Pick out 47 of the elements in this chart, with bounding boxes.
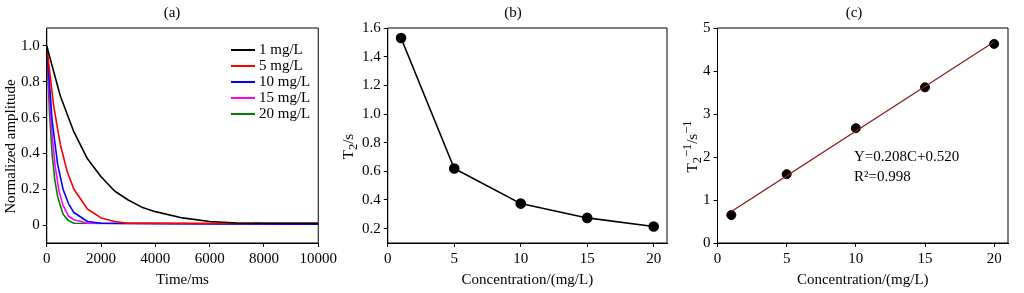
annotation: Y=0.208C+0.520 [854, 148, 960, 165]
y-tick-label: 0.4 [21, 144, 41, 161]
legend-label: 1 mg/L [259, 40, 303, 57]
y-tick-label: 0 [32, 216, 40, 233]
legend-label: 10 mg/L [259, 72, 311, 89]
y-tick-label: 2 [703, 147, 711, 164]
chart-title: (b) [504, 3, 522, 21]
x-tick-label: 6000 [194, 249, 225, 266]
y-tick-label: 1.2 [362, 76, 381, 93]
x-axis-title: Concentration/(mg/L) [461, 270, 594, 288]
legend-label: 5 mg/L [259, 56, 303, 73]
y-axis-title: Normalized amplitude [1, 79, 19, 214]
x-tick-label: 10 [848, 249, 864, 266]
x-tick-label: 10000 [299, 249, 337, 266]
x-tick-label: 10 [513, 249, 529, 266]
y-tick-label: 0.6 [21, 108, 41, 125]
annotation: R²=0.998 [854, 168, 911, 185]
y-tick-label: 1.0 [21, 36, 40, 53]
chart-title: (c) [845, 3, 863, 21]
legend-label: 20 mg/L [259, 104, 311, 121]
y-tick-label: 0.4 [362, 190, 382, 207]
y-tick-label: 0.2 [21, 180, 40, 197]
y-tick-label: 1.0 [362, 104, 381, 121]
x-tick-label: 4000 [140, 249, 171, 266]
y-tick-label: 1 [703, 190, 711, 207]
x-axis-title: Time/ms [156, 270, 210, 287]
y-tick-label: 1.6 [362, 18, 382, 35]
x-tick-label: 8000 [248, 249, 279, 266]
y-tick-label: 5 [703, 18, 711, 35]
x-tick-label: 20 [646, 249, 662, 266]
x-tick-label: 5 [782, 249, 791, 266]
x-tick-label: 15 [579, 249, 595, 266]
y-tick-label: 0.8 [362, 133, 381, 150]
y-tick-label: 0 [703, 233, 711, 250]
x-tick-label: 5 [450, 249, 458, 266]
x-axis-title: Concentration/(mg/L) [796, 270, 929, 288]
x-tick-label: 20 [986, 249, 1002, 266]
x-tick-label: 15 [917, 249, 933, 266]
x-tick-label: 2000 [86, 249, 117, 266]
y-tick-label: 0.8 [21, 72, 40, 89]
y-tick-label: 4 [703, 61, 711, 78]
y-tick-label: 1.4 [362, 47, 382, 64]
y-tick-label: 0.6 [362, 162, 382, 179]
y-tick-label: 3 [703, 104, 711, 121]
chart-title: (a) [163, 3, 181, 21]
y-tick-label: 0.2 [362, 219, 381, 236]
legend-label: 15 mg/L [259, 88, 311, 105]
